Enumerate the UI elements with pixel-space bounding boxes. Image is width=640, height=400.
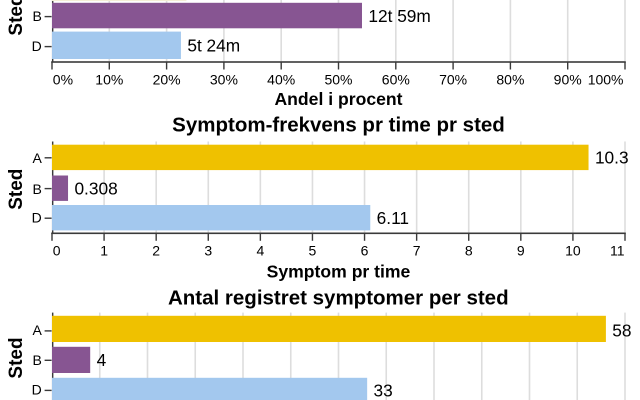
svg-text:B: B: [32, 181, 41, 197]
svg-text:9: 9: [517, 243, 525, 259]
svg-text:Symptom pr time: Symptom pr time: [267, 262, 411, 282]
svg-text:D: D: [32, 382, 42, 398]
svg-text:100%: 100%: [588, 71, 624, 87]
svg-text:30%: 30%: [210, 71, 238, 87]
svg-text:4: 4: [256, 243, 264, 259]
svg-text:50%: 50%: [324, 71, 352, 87]
svg-text:10.3: 10.3: [595, 148, 629, 168]
svg-text:A: A: [32, 322, 42, 338]
svg-text:60%: 60%: [382, 71, 410, 87]
svg-text:B: B: [32, 8, 41, 24]
svg-text:5: 5: [309, 243, 317, 259]
svg-text:Antal registret symptomer per: Antal registret symptomer per sted: [168, 287, 509, 310]
svg-text:12t 59m: 12t 59m: [368, 6, 430, 26]
svg-text:B: B: [32, 352, 41, 368]
svg-text:6.11: 6.11: [377, 208, 409, 228]
svg-text:Sted: Sted: [6, 0, 27, 36]
svg-text:3: 3: [204, 243, 212, 259]
svg-text:D: D: [32, 209, 42, 225]
svg-text:20%: 20%: [153, 71, 181, 87]
svg-text:4: 4: [97, 350, 107, 370]
svg-text:0.308: 0.308: [74, 179, 117, 199]
svg-text:D: D: [32, 38, 42, 54]
svg-text:8: 8: [465, 243, 473, 259]
svg-text:5t 24m: 5t 24m: [187, 36, 240, 56]
svg-text:58: 58: [612, 321, 631, 341]
svg-text:40%: 40%: [267, 71, 295, 87]
svg-text:A: A: [32, 150, 42, 166]
svg-text:7: 7: [413, 243, 421, 259]
svg-text:33: 33: [374, 381, 393, 400]
svg-text:6: 6: [361, 243, 369, 259]
svg-text:Sted: Sted: [6, 337, 27, 378]
svg-text:Symptom-frekvens pr time pr st: Symptom-frekvens pr time pr sted: [172, 114, 505, 137]
svg-text:1: 1: [100, 243, 108, 259]
svg-text:10: 10: [565, 243, 581, 259]
svg-text:Sted: Sted: [6, 169, 27, 210]
svg-text:80%: 80%: [496, 71, 524, 87]
svg-text:0%: 0%: [53, 71, 73, 87]
svg-text:70%: 70%: [439, 71, 467, 87]
svg-text:11: 11: [610, 243, 625, 259]
svg-text:10%: 10%: [95, 71, 123, 87]
svg-text:90%: 90%: [554, 71, 582, 87]
svg-text:0: 0: [53, 243, 61, 259]
svg-text:2: 2: [152, 243, 160, 259]
svg-text:Andel i procent: Andel i procent: [274, 89, 402, 109]
